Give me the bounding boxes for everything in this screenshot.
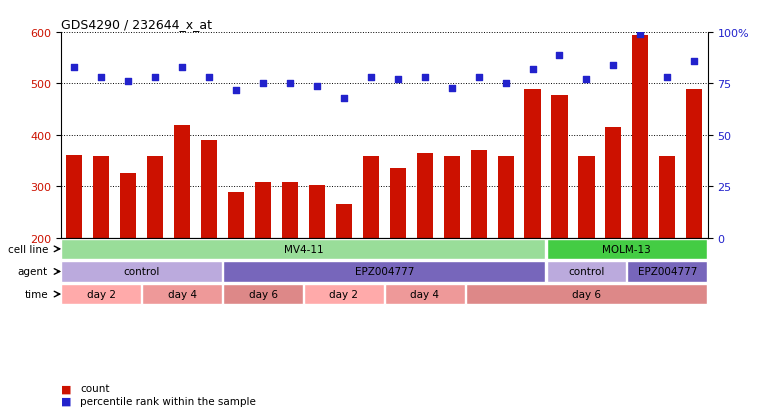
Bar xyxy=(444,157,460,238)
FancyBboxPatch shape xyxy=(62,239,546,259)
Point xyxy=(661,75,673,81)
Text: percentile rank within the sample: percentile rank within the sample xyxy=(80,396,256,406)
Bar xyxy=(147,157,164,238)
Bar xyxy=(282,183,298,238)
FancyBboxPatch shape xyxy=(546,239,707,259)
Text: ■: ■ xyxy=(61,383,72,393)
FancyBboxPatch shape xyxy=(627,262,707,282)
Bar xyxy=(174,125,190,238)
Point xyxy=(446,85,458,92)
FancyBboxPatch shape xyxy=(62,284,142,304)
Text: day 6: day 6 xyxy=(249,290,278,299)
FancyBboxPatch shape xyxy=(142,284,222,304)
Text: day 4: day 4 xyxy=(167,290,196,299)
Point xyxy=(527,66,539,73)
Bar xyxy=(120,174,136,238)
Text: cell line: cell line xyxy=(8,244,48,254)
Point xyxy=(473,75,485,81)
Text: day 6: day 6 xyxy=(572,290,601,299)
Point xyxy=(176,64,188,71)
Point xyxy=(203,75,215,81)
Text: MOLM-13: MOLM-13 xyxy=(603,244,651,254)
Bar xyxy=(201,141,217,238)
Text: GDS4290 / 232644_x_at: GDS4290 / 232644_x_at xyxy=(61,17,212,31)
Text: EPZ004777: EPZ004777 xyxy=(355,267,414,277)
Text: ■: ■ xyxy=(61,396,72,406)
Text: EPZ004777: EPZ004777 xyxy=(638,267,697,277)
Point xyxy=(230,87,242,94)
Bar xyxy=(228,193,244,238)
Bar xyxy=(498,157,514,238)
Bar xyxy=(309,186,325,238)
Text: day 4: day 4 xyxy=(410,290,439,299)
Bar xyxy=(363,157,379,238)
Text: day 2: day 2 xyxy=(330,290,358,299)
Bar xyxy=(417,154,433,238)
Point xyxy=(553,52,565,59)
FancyBboxPatch shape xyxy=(304,284,384,304)
Text: day 2: day 2 xyxy=(87,290,116,299)
Point xyxy=(310,83,323,90)
FancyBboxPatch shape xyxy=(62,262,222,282)
Point xyxy=(688,58,700,65)
Text: MV4-11: MV4-11 xyxy=(284,244,323,254)
FancyBboxPatch shape xyxy=(466,284,707,304)
Point xyxy=(499,81,511,88)
Point xyxy=(95,75,107,81)
Bar xyxy=(605,128,622,238)
Bar xyxy=(336,205,352,238)
Bar xyxy=(659,157,676,238)
Bar xyxy=(470,151,487,238)
Point xyxy=(149,75,161,81)
Point xyxy=(68,64,81,71)
Point xyxy=(581,77,593,83)
Point xyxy=(257,81,269,88)
Bar xyxy=(390,169,406,238)
Text: count: count xyxy=(80,383,110,393)
Bar xyxy=(552,95,568,238)
Text: agent: agent xyxy=(18,267,48,277)
FancyBboxPatch shape xyxy=(223,262,546,282)
Point xyxy=(284,81,296,88)
Bar xyxy=(578,157,594,238)
Point xyxy=(338,95,350,102)
Bar xyxy=(686,89,702,238)
Text: control: control xyxy=(123,267,160,277)
FancyBboxPatch shape xyxy=(385,284,465,304)
Bar xyxy=(632,36,648,238)
Bar xyxy=(93,157,110,238)
Text: time: time xyxy=(24,290,48,299)
Point xyxy=(607,62,619,69)
Bar xyxy=(524,89,540,238)
Bar xyxy=(255,183,271,238)
Text: control: control xyxy=(568,267,605,277)
FancyBboxPatch shape xyxy=(223,284,303,304)
Point xyxy=(392,77,404,83)
Point xyxy=(365,75,377,81)
Point xyxy=(419,75,431,81)
FancyBboxPatch shape xyxy=(546,262,626,282)
Point xyxy=(634,32,646,38)
Point xyxy=(123,79,135,85)
Bar xyxy=(66,156,82,238)
